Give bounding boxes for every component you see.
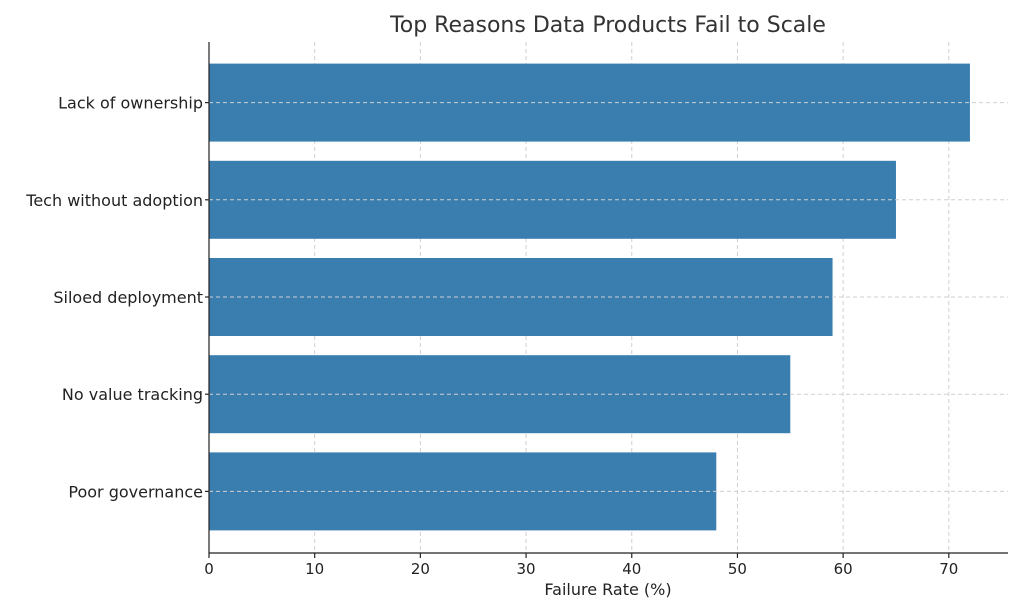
x-tick-label: 50: [728, 560, 747, 578]
x-tick-label: 0: [204, 560, 214, 578]
category-label: Poor governance: [68, 482, 203, 501]
category-label: Siloed deployment: [53, 288, 203, 307]
x-axis-title: Failure Rate (%): [544, 580, 671, 599]
x-tick-label: 10: [305, 560, 324, 578]
x-tick-label: 40: [622, 560, 641, 578]
x-axis-ticks: 0 10 20 30 40 50 60 70: [204, 553, 958, 578]
category-label: Lack of ownership: [58, 94, 203, 113]
category-label: Tech without adoption: [25, 191, 203, 210]
chart-title: Top Reasons Data Products Fail to Scale: [389, 13, 826, 38]
x-tick-label: 60: [834, 560, 853, 578]
bars: [209, 63, 1008, 531]
x-tick-label: 70: [939, 560, 958, 578]
category-labels: Lack of ownership Tech without adoption Si…: [25, 94, 209, 501]
x-tick-label: 20: [411, 560, 430, 578]
x-tick-label: 30: [517, 560, 536, 578]
category-label: No value tracking: [62, 385, 203, 404]
